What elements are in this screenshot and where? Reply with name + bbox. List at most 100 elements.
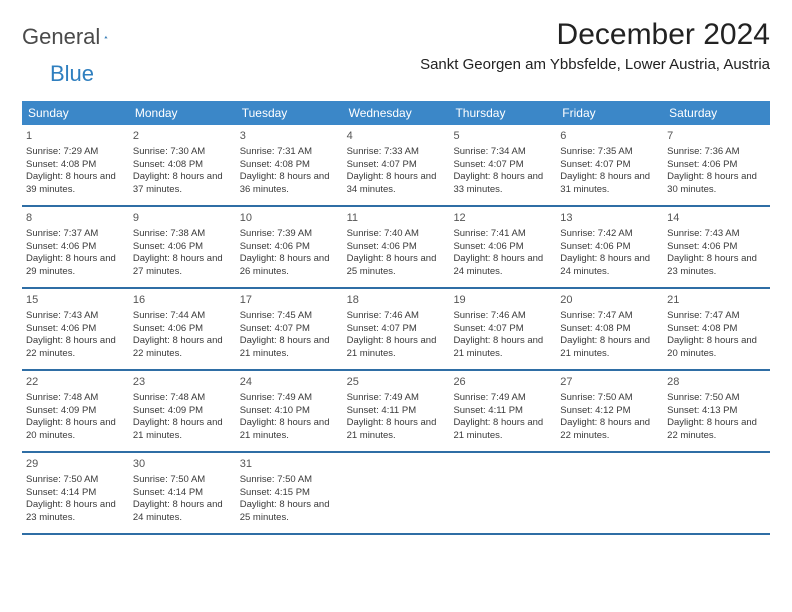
day-details: Sunrise: 7:34 AMSunset: 4:07 PMDaylight:… (453, 146, 552, 197)
day-number: 29 (26, 455, 125, 474)
day-cell: 21Sunrise: 7:47 AMSunset: 4:08 PMDayligh… (663, 289, 770, 369)
day-cell: 31Sunrise: 7:50 AMSunset: 4:15 PMDayligh… (236, 453, 343, 533)
day-number: 17 (240, 291, 339, 310)
day-cell: 11Sunrise: 7:40 AMSunset: 4:06 PMDayligh… (343, 207, 450, 287)
day-details: Sunrise: 7:42 AMSunset: 4:06 PMDaylight:… (560, 228, 659, 279)
day-details: Sunrise: 7:45 AMSunset: 4:07 PMDaylight:… (240, 310, 339, 361)
day-cell: 24Sunrise: 7:49 AMSunset: 4:10 PMDayligh… (236, 371, 343, 451)
day-details: Sunrise: 7:33 AMSunset: 4:07 PMDaylight:… (347, 146, 446, 197)
logo-sail-icon (104, 27, 108, 47)
day-details: Sunrise: 7:46 AMSunset: 4:07 PMDaylight:… (453, 310, 552, 361)
day-number: 25 (347, 373, 446, 392)
day-cell: 17Sunrise: 7:45 AMSunset: 4:07 PMDayligh… (236, 289, 343, 369)
day-details: Sunrise: 7:38 AMSunset: 4:06 PMDaylight:… (133, 228, 232, 279)
logo-text-1: General (22, 24, 100, 50)
day-cell: 27Sunrise: 7:50 AMSunset: 4:12 PMDayligh… (556, 371, 663, 451)
day-number: 15 (26, 291, 125, 310)
day-details: Sunrise: 7:48 AMSunset: 4:09 PMDaylight:… (133, 392, 232, 443)
day-cell: 15Sunrise: 7:43 AMSunset: 4:06 PMDayligh… (22, 289, 129, 369)
weekday-header: Wednesday (343, 101, 450, 125)
day-number: 27 (560, 373, 659, 392)
day-cell: 25Sunrise: 7:49 AMSunset: 4:11 PMDayligh… (343, 371, 450, 451)
day-number: 12 (453, 209, 552, 228)
day-cell: 7Sunrise: 7:36 AMSunset: 4:06 PMDaylight… (663, 125, 770, 205)
day-details: Sunrise: 7:30 AMSunset: 4:08 PMDaylight:… (133, 146, 232, 197)
week-row: 29Sunrise: 7:50 AMSunset: 4:14 PMDayligh… (22, 453, 770, 535)
weekday-header: Tuesday (236, 101, 343, 125)
day-number: 5 (453, 127, 552, 146)
day-cell: 6Sunrise: 7:35 AMSunset: 4:07 PMDaylight… (556, 125, 663, 205)
day-details: Sunrise: 7:37 AMSunset: 4:06 PMDaylight:… (26, 228, 125, 279)
day-details: Sunrise: 7:50 AMSunset: 4:14 PMDaylight:… (26, 474, 125, 525)
day-details: Sunrise: 7:47 AMSunset: 4:08 PMDaylight:… (560, 310, 659, 361)
day-details: Sunrise: 7:36 AMSunset: 4:06 PMDaylight:… (667, 146, 766, 197)
day-number: 3 (240, 127, 339, 146)
day-cell: 18Sunrise: 7:46 AMSunset: 4:07 PMDayligh… (343, 289, 450, 369)
day-number: 30 (133, 455, 232, 474)
day-details: Sunrise: 7:44 AMSunset: 4:06 PMDaylight:… (133, 310, 232, 361)
day-number: 4 (347, 127, 446, 146)
day-number: 10 (240, 209, 339, 228)
day-details: Sunrise: 7:49 AMSunset: 4:11 PMDaylight:… (453, 392, 552, 443)
day-cell: 23Sunrise: 7:48 AMSunset: 4:09 PMDayligh… (129, 371, 236, 451)
day-details: Sunrise: 7:40 AMSunset: 4:06 PMDaylight:… (347, 228, 446, 279)
weeks-container: 1Sunrise: 7:29 AMSunset: 4:08 PMDaylight… (22, 125, 770, 535)
day-number: 11 (347, 209, 446, 228)
empty-cell (556, 453, 663, 533)
day-number: 14 (667, 209, 766, 228)
day-number: 8 (26, 209, 125, 228)
day-number: 16 (133, 291, 232, 310)
day-cell: 1Sunrise: 7:29 AMSunset: 4:08 PMDaylight… (22, 125, 129, 205)
week-row: 22 Sunrise: 7:48 AMSunset: 4:09 PMDayligh… (22, 371, 770, 453)
day-cell: 20Sunrise: 7:47 AMSunset: 4:08 PMDayligh… (556, 289, 663, 369)
day-number: 7 (667, 127, 766, 146)
month-title: December 2024 (420, 18, 770, 52)
day-number: 24 (240, 373, 339, 392)
day-details: Sunrise: 7:41 AMSunset: 4:06 PMDaylight:… (453, 228, 552, 279)
weekday-row: SundayMondayTuesdayWednesdayThursdayFrid… (22, 101, 770, 125)
day-cell: 4Sunrise: 7:33 AMSunset: 4:07 PMDaylight… (343, 125, 450, 205)
day-number: 28 (667, 373, 766, 392)
day-number: 2 (133, 127, 232, 146)
logo-text-2: Blue (50, 61, 94, 87)
empty-cell (663, 453, 770, 533)
location-text: Sankt Georgen am Ybbsfelde, Lower Austri… (420, 56, 770, 73)
day-cell: 3Sunrise: 7:31 AMSunset: 4:08 PMDaylight… (236, 125, 343, 205)
title-block: December 2024 Sankt Georgen am Ybbsfelde… (420, 18, 770, 73)
week-row: 1Sunrise: 7:29 AMSunset: 4:08 PMDaylight… (22, 125, 770, 207)
day-number: 23 (133, 373, 232, 392)
day-details: Sunrise: 7:49 AMSunset: 4:11 PMDaylight:… (347, 392, 446, 443)
week-row: 8Sunrise: 7:37 AMSunset: 4:06 PMDaylight… (22, 207, 770, 289)
day-details: Sunrise: 7:39 AMSunset: 4:06 PMDaylight:… (240, 228, 339, 279)
day-number: 22 (26, 373, 125, 392)
day-number: 9 (133, 209, 232, 228)
day-cell: 30Sunrise: 7:50 AMSunset: 4:14 PMDayligh… (129, 453, 236, 533)
day-details: Sunrise: 7:46 AMSunset: 4:07 PMDaylight:… (347, 310, 446, 361)
day-cell: 14Sunrise: 7:43 AMSunset: 4:06 PMDayligh… (663, 207, 770, 287)
day-number: 6 (560, 127, 659, 146)
day-number: 1 (26, 127, 125, 146)
day-details: Sunrise: 7:35 AMSunset: 4:07 PMDaylight:… (560, 146, 659, 197)
day-details: Sunrise: 7:50 AMSunset: 4:14 PMDaylight:… (133, 474, 232, 525)
day-cell: 22Sunrise: 7:48 AMSunset: 4:09 PMDayligh… (22, 371, 129, 451)
day-number: 20 (560, 291, 659, 310)
day-details: Sunrise: 7:47 AMSunset: 4:08 PMDaylight:… (667, 310, 766, 361)
day-number: 26 (453, 373, 552, 392)
empty-cell (449, 453, 556, 533)
calendar: SundayMondayTuesdayWednesdayThursdayFrid… (22, 101, 770, 535)
logo: General (22, 18, 126, 50)
day-details: Sunrise: 7:49 AMSunset: 4:10 PMDaylight:… (240, 392, 339, 443)
day-cell: 9Sunrise: 7:38 AMSunset: 4:06 PMDaylight… (129, 207, 236, 287)
day-cell: 2Sunrise: 7:30 AMSunset: 4:08 PMDaylight… (129, 125, 236, 205)
day-cell: 13Sunrise: 7:42 AMSunset: 4:06 PMDayligh… (556, 207, 663, 287)
day-number: 21 (667, 291, 766, 310)
day-cell: 29Sunrise: 7:50 AMSunset: 4:14 PMDayligh… (22, 453, 129, 533)
day-details: Sunrise: 7:50 AMSunset: 4:13 PMDaylight:… (667, 392, 766, 443)
day-details: Sunrise: 7:50 AMSunset: 4:12 PMDaylight:… (560, 392, 659, 443)
day-cell: 26Sunrise: 7:49 AMSunset: 4:11 PMDayligh… (449, 371, 556, 451)
day-number: 19 (453, 291, 552, 310)
day-number: 31 (240, 455, 339, 474)
day-details: Sunrise: 7:43 AMSunset: 4:06 PMDaylight:… (26, 310, 125, 361)
day-details: Sunrise: 7:31 AMSunset: 4:08 PMDaylight:… (240, 146, 339, 197)
day-cell: 12Sunrise: 7:41 AMSunset: 4:06 PMDayligh… (449, 207, 556, 287)
